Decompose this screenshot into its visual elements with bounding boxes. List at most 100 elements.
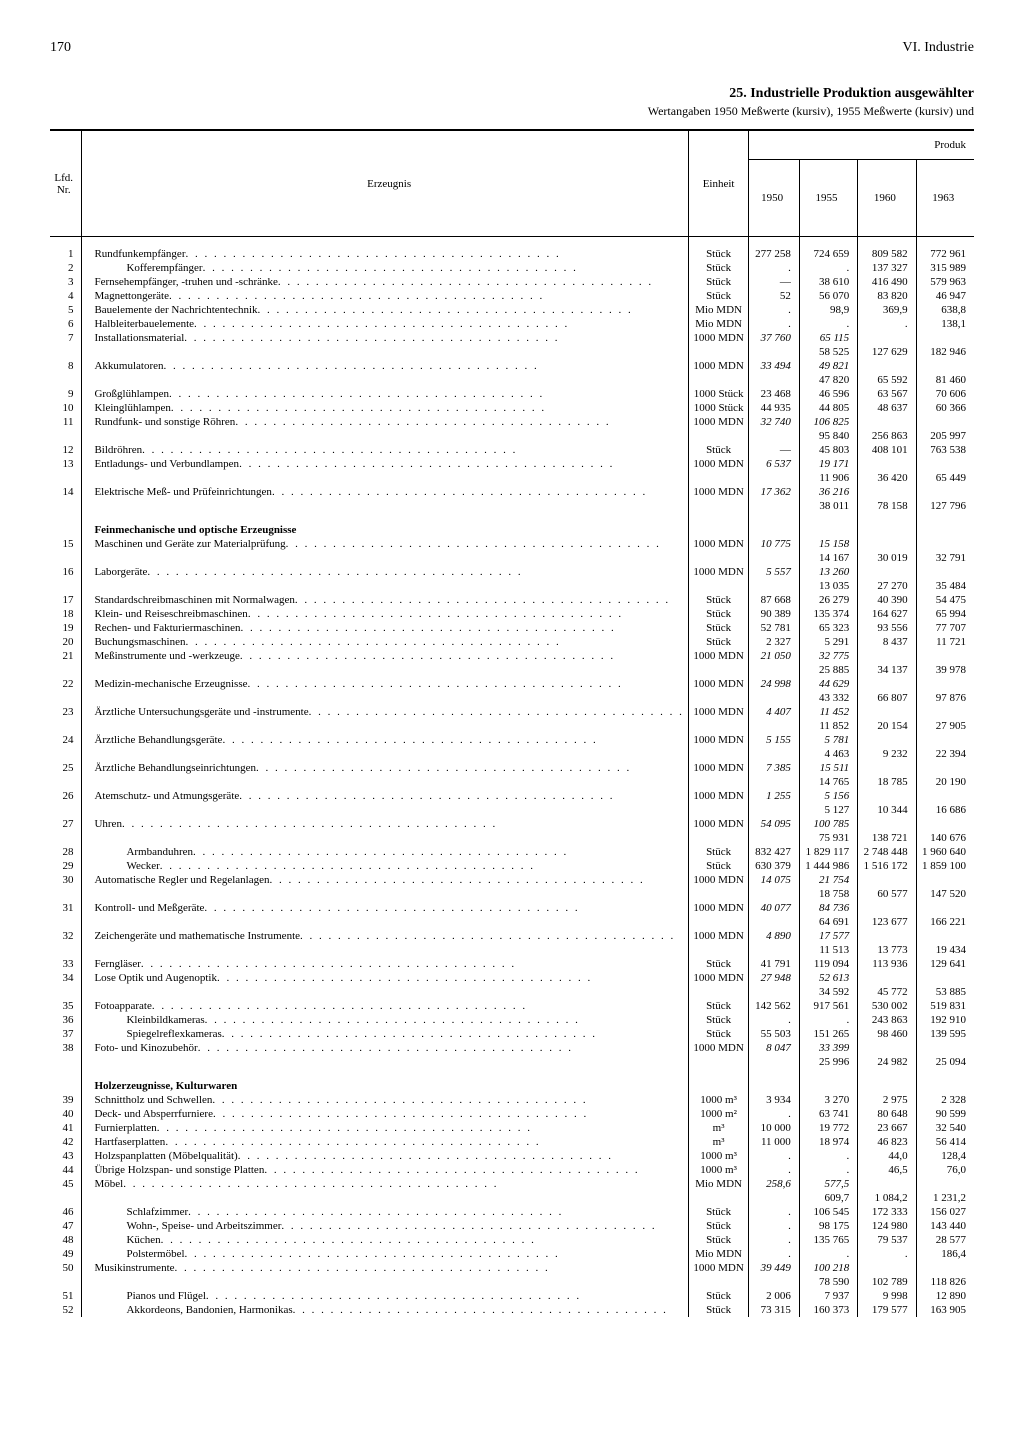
row-unit [688, 775, 749, 789]
row-value: 164 627 [858, 607, 916, 621]
row-number: 23 [50, 705, 82, 719]
row-unit: Stück [688, 999, 749, 1013]
row-value: 129 641 [916, 957, 974, 971]
row-unit: 1000 MDN [688, 817, 749, 831]
row-value [858, 1177, 916, 1191]
table-row: 14 16730 01932 791 [50, 551, 974, 565]
row-number [50, 345, 82, 359]
row-unit: 1000 MDN [688, 971, 749, 985]
row-unit: 1000 MDN [688, 901, 749, 915]
row-value: 52 613 [799, 971, 857, 985]
row-value: 24 982 [858, 1055, 916, 1069]
row-value: — [749, 275, 799, 289]
row-value: 4 463 [799, 747, 857, 761]
row-number: 24 [50, 733, 82, 747]
row-number: 9 [50, 387, 82, 401]
row-value [749, 719, 799, 733]
row-value: 38 610 [799, 275, 857, 289]
row-value [858, 415, 916, 429]
row-erzeugnis: Musikinstrumente [82, 1261, 688, 1275]
row-value: 11 452 [799, 705, 857, 719]
row-number: 34 [50, 971, 82, 985]
production-table: Lfd. Nr. Erzeugnis Einheit Produk 1950 1… [50, 129, 974, 1317]
table-row: 2KofferempfängerStück..137 327315 989 [50, 261, 974, 275]
table-row: 50Musikinstrumente1000 MDN39 449100 218 [50, 1261, 974, 1275]
row-number: 42 [50, 1135, 82, 1149]
row-value: 1 444 986 [799, 859, 857, 873]
table-row: 34Lose Optik und Augenoptik1000 MDN27 94… [50, 971, 974, 985]
table-row: 29WeckerStück630 3791 444 9861 516 1721 … [50, 859, 974, 873]
row-value: 23 468 [749, 387, 799, 401]
table-row: 25 99624 98225 094 [50, 1055, 974, 1069]
row-unit: 1000 Stück [688, 401, 749, 415]
row-value [858, 485, 916, 499]
row-number: 49 [50, 1247, 82, 1261]
table-row: 15Maschinen und Geräte zur Materialprüfu… [50, 537, 974, 551]
row-value: 34 137 [858, 663, 916, 677]
row-value: . [799, 261, 857, 275]
row-value: 179 577 [858, 1303, 916, 1317]
row-erzeugnis: Fernsehempfänger, -truhen und -schränke [82, 275, 688, 289]
row-value: 78 158 [858, 499, 916, 513]
row-unit: Mio MDN [688, 1177, 749, 1191]
row-number: 15 [50, 537, 82, 551]
row-unit: 1000 MDN [688, 1041, 749, 1055]
row-unit [688, 943, 749, 957]
row-number [50, 579, 82, 593]
row-value: 416 490 [858, 275, 916, 289]
row-value: 11 906 [799, 471, 857, 485]
row-value: 40 390 [858, 593, 916, 607]
table-row: 5 12710 34416 686 [50, 803, 974, 817]
row-value [749, 429, 799, 443]
row-value: 44 629 [799, 677, 857, 691]
row-number [50, 775, 82, 789]
row-value: 25 885 [799, 663, 857, 677]
row-value: 58 525 [799, 345, 857, 359]
row-value [749, 523, 799, 537]
row-value: . [749, 1013, 799, 1027]
row-number: 46 [50, 1205, 82, 1219]
row-value [749, 471, 799, 485]
row-erzeugnis [82, 1275, 688, 1289]
row-unit [688, 373, 749, 387]
row-value [749, 747, 799, 761]
table-row: 1RundfunkempfängerStück277 258724 659809… [50, 247, 974, 261]
row-value [749, 551, 799, 565]
row-erzeugnis: Ferngläser [82, 957, 688, 971]
row-value: 34 592 [799, 985, 857, 999]
row-erzeugnis: Standardschreibmaschinen mit Normalwagen [82, 593, 688, 607]
table-row: 47 82065 59281 460 [50, 373, 974, 387]
row-value: 5 127 [799, 803, 857, 817]
row-unit [688, 691, 749, 705]
row-number: 3 [50, 275, 82, 289]
row-value [916, 733, 974, 747]
header-produk: Produk [749, 130, 974, 160]
row-value: . [858, 1247, 916, 1261]
row-value: 408 101 [858, 443, 916, 457]
table-row: 14 76518 78520 190 [50, 775, 974, 789]
table-row: 10Kleinglühlampen1000 Stück44 93544 8054… [50, 401, 974, 415]
row-value: 113 936 [858, 957, 916, 971]
row-value: 128,4 [916, 1149, 974, 1163]
table-row: 51Pianos und FlügelStück2 0067 9379 9981… [50, 1289, 974, 1303]
row-value: . [749, 1107, 799, 1121]
row-value: 1 084,2 [858, 1191, 916, 1205]
row-value: 277 258 [749, 247, 799, 261]
row-erzeugnis: Schnittholz und Schwellen [82, 1093, 688, 1107]
row-value [858, 677, 916, 691]
row-value: . [749, 1205, 799, 1219]
row-value: 44 805 [799, 401, 857, 415]
row-number: 43 [50, 1149, 82, 1163]
table-row: 12BildröhrenStück—45 803408 101763 538 [50, 443, 974, 457]
row-value: 5 781 [799, 733, 857, 747]
row-value: 18 785 [858, 775, 916, 789]
row-number: 40 [50, 1107, 82, 1121]
row-unit: Stück [688, 593, 749, 607]
row-erzeugnis [82, 345, 688, 359]
row-unit: 1000 MDN [688, 733, 749, 747]
row-value [916, 565, 974, 579]
row-erzeugnis: Wecker [82, 859, 688, 873]
row-unit: Mio MDN [688, 303, 749, 317]
row-value: 84 736 [799, 901, 857, 915]
row-erzeugnis [82, 747, 688, 761]
